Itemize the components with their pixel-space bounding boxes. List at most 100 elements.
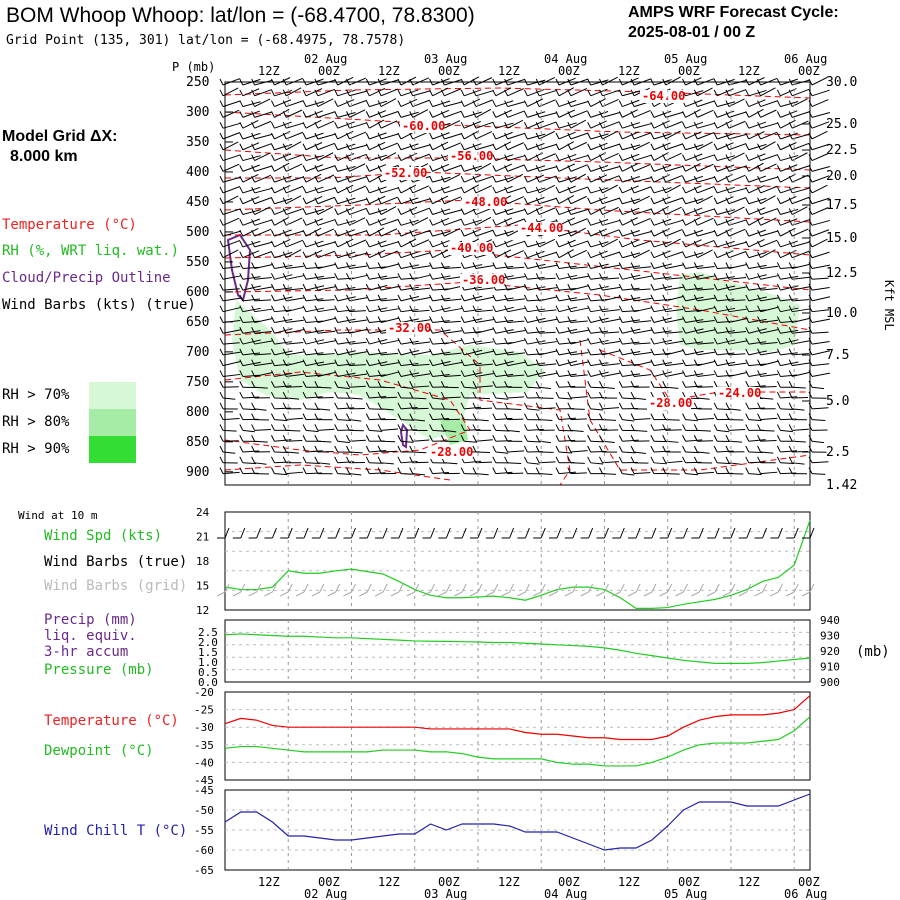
wind-barb-flag <box>504 175 509 183</box>
wind-barb-flag <box>757 165 762 172</box>
wind-barb <box>400 111 419 118</box>
wind-barb-flag <box>587 100 592 107</box>
wind-barb <box>558 207 577 216</box>
wind-barb-flag <box>650 283 655 291</box>
wind-barb-flag <box>535 208 540 215</box>
wind-barb-flag <box>662 273 667 280</box>
wind-barb <box>254 197 272 205</box>
wind-barb <box>558 109 575 118</box>
wind-barb <box>527 440 541 443</box>
wind-barb <box>349 176 368 183</box>
wind-barb <box>602 277 620 280</box>
wind-barb <box>780 307 799 313</box>
wind-barb-flag <box>270 251 275 258</box>
wind-barb-flag <box>334 186 339 194</box>
wind-barb <box>602 152 619 162</box>
wind-barb <box>697 217 714 226</box>
wind-barb-flag <box>440 434 445 442</box>
wind-barb-flag <box>302 89 307 97</box>
wind-barb <box>570 462 585 464</box>
p-tick-label: 250 <box>186 75 209 90</box>
wind-barb-flag <box>251 100 256 107</box>
wind-barb-flag <box>757 197 762 204</box>
wind-barb <box>697 186 715 194</box>
wind-barb <box>697 154 715 162</box>
wind-barb-flag <box>693 413 698 420</box>
wind-barb <box>475 318 494 323</box>
wind-barb <box>728 174 746 183</box>
wind-barb-flag <box>630 208 635 215</box>
wind-barb <box>349 217 366 226</box>
wind-barb-flag <box>713 229 718 237</box>
wind-barb <box>305 186 324 194</box>
wind-barb <box>685 461 702 464</box>
wind-barb-flag <box>334 467 339 474</box>
wind-barb-flag <box>630 359 635 366</box>
wind-barb-flag <box>302 445 307 453</box>
wind-barb-flag <box>618 251 623 258</box>
wind-barb-flag <box>713 402 718 410</box>
wind-barb-flag <box>599 262 603 269</box>
wind-barb-flag <box>409 467 414 474</box>
wind-barb <box>653 263 672 269</box>
wind-barb-flag <box>618 456 623 464</box>
wind-barb-flag <box>334 154 339 161</box>
wind-barb-flag <box>555 121 560 129</box>
wind-barb-flag <box>618 132 623 140</box>
wind-barb <box>558 185 576 194</box>
wind-barb-flag <box>788 262 793 269</box>
wind10-barb-true <box>414 527 420 539</box>
wind-barb-flag <box>365 348 370 356</box>
wind-barb <box>254 308 273 313</box>
wind-barb <box>507 164 525 172</box>
wind-barb-flag <box>599 467 603 474</box>
wind-barb-flag <box>587 111 592 118</box>
wind-barb-flag <box>377 273 382 280</box>
wind-barb-flag <box>682 283 686 291</box>
wind-barb-flag <box>567 132 572 140</box>
wind-barb <box>317 330 336 334</box>
wind-barb <box>653 142 671 151</box>
wind-barb-flag <box>682 132 686 140</box>
wind-barb-flag <box>440 381 445 388</box>
wind-barb-flag <box>302 240 307 248</box>
wind-barb-flag <box>745 208 750 215</box>
wind-barb-flag <box>377 348 382 356</box>
wind-barb <box>349 252 368 259</box>
bottom-date-tick: 02 Aug <box>304 887 347 900</box>
wind-barb <box>602 130 618 140</box>
wind-barb <box>622 239 639 248</box>
wind-barb-flag <box>440 89 445 97</box>
wind-barb <box>222 297 241 302</box>
wind10-barb-grid <box>667 583 673 593</box>
wind-barb <box>475 461 493 464</box>
wind-barb-flag <box>788 111 793 118</box>
spd-tick: 15 <box>196 580 209 593</box>
wind-barb-flag <box>377 413 382 420</box>
wind-barb <box>222 239 241 248</box>
wind10-barb-grid-shaft <box>359 591 368 597</box>
wind-barb-flag <box>788 467 793 474</box>
wind-barb-flag <box>219 305 224 312</box>
wind-barb-flag <box>282 327 287 334</box>
wind-barb-flag <box>567 305 572 312</box>
wind-barb-flag <box>599 402 603 410</box>
wind-barb-flag <box>409 283 414 291</box>
wind-barb-flag <box>429 143 433 150</box>
wind-barb-flag <box>757 467 762 474</box>
wind-barb-flag <box>618 219 623 226</box>
wind-barb-flag <box>788 294 793 302</box>
wind-barb <box>305 119 322 129</box>
wind-barb-flag <box>599 111 603 118</box>
wind-barb-flag <box>302 381 307 388</box>
wind-barb <box>495 141 512 151</box>
wind-barb <box>507 339 526 345</box>
wind-barb <box>400 89 419 97</box>
wind-barb-flag <box>302 143 307 150</box>
wind-barb <box>634 472 651 475</box>
wind-barb-flag <box>377 175 382 183</box>
wind-barb <box>811 296 831 302</box>
wind-barb-flag <box>523 262 528 269</box>
wind-barb-flag <box>713 370 718 377</box>
wind-barb-flag <box>713 143 718 150</box>
